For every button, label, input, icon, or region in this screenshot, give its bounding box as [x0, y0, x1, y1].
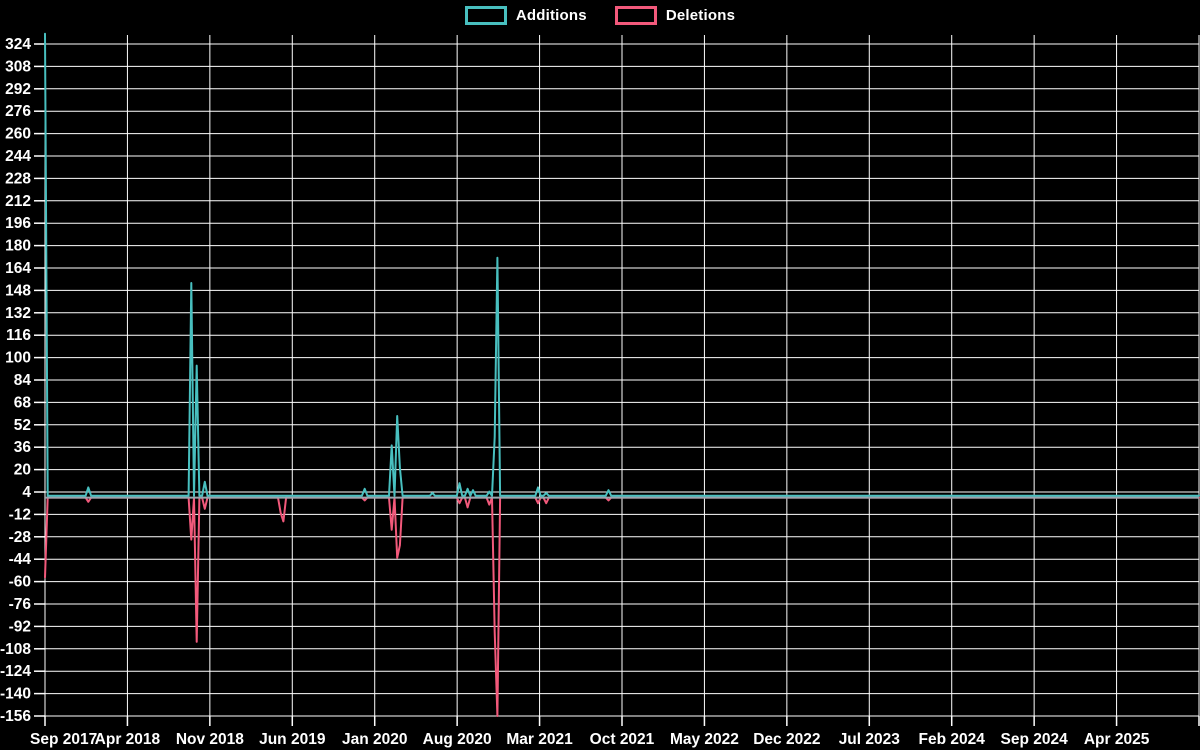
svg-text:-60: -60: [9, 574, 31, 591]
svg-text:-92: -92: [9, 618, 31, 635]
legend-item-additions[interactable]: Additions: [464, 6, 587, 25]
svg-text:Sep 2024: Sep 2024: [1001, 731, 1069, 748]
svg-text:148: 148: [5, 282, 31, 299]
additions-swatch-icon: [464, 6, 507, 25]
svg-text:84: 84: [14, 372, 32, 389]
svg-text:Feb 2024: Feb 2024: [919, 731, 986, 748]
legend-item-deletions[interactable]: Deletions: [614, 6, 736, 25]
svg-text:Dec 2022: Dec 2022: [753, 731, 820, 748]
chart-legend: Additions Deletions: [0, 6, 1200, 25]
svg-text:Oct 2021: Oct 2021: [590, 731, 655, 748]
svg-text:308: 308: [5, 58, 31, 75]
legend-label-additions: Additions: [515, 7, 587, 24]
svg-text:-76: -76: [9, 596, 32, 613]
svg-text:-124: -124: [0, 663, 31, 680]
svg-text:132: 132: [5, 305, 31, 322]
svg-text:292: 292: [5, 81, 31, 98]
svg-text:Jan 2020: Jan 2020: [342, 731, 408, 748]
svg-text:Jun 2019: Jun 2019: [259, 731, 326, 748]
svg-text:180: 180: [5, 238, 31, 255]
svg-text:May 2022: May 2022: [670, 731, 739, 748]
svg-text:20: 20: [14, 462, 31, 479]
additions-line[interactable]: [44, 32, 1200, 497]
svg-text:196: 196: [5, 215, 31, 232]
svg-text:212: 212: [5, 193, 31, 210]
svg-text:36: 36: [14, 439, 32, 456]
svg-text:52: 52: [14, 417, 31, 434]
svg-text:68: 68: [14, 394, 32, 411]
svg-text:Apr 2018: Apr 2018: [95, 731, 161, 748]
svg-text:228: 228: [5, 170, 31, 187]
svg-text:164: 164: [5, 260, 31, 277]
svg-text:-140: -140: [0, 686, 31, 703]
svg-text:-44: -44: [9, 551, 32, 568]
svg-text:-28: -28: [9, 529, 32, 546]
svg-text:Jul 2023: Jul 2023: [839, 731, 901, 748]
svg-text:276: 276: [5, 103, 31, 120]
y-gridlines: 324 308 292 276 260 244 228 212 196 180 164 148 132 1…: [0, 36, 1199, 725]
svg-text:Mar 2021: Mar 2021: [506, 731, 573, 748]
svg-text:244: 244: [5, 148, 31, 165]
svg-text:260: 260: [5, 126, 31, 143]
legend-label-deletions: Deletions: [665, 7, 736, 24]
svg-text:Apr 2025: Apr 2025: [1084, 731, 1150, 748]
svg-text:Sep 2017: Sep 2017: [30, 731, 97, 748]
svg-text:116: 116: [6, 327, 31, 344]
svg-text:Nov 2018: Nov 2018: [176, 731, 244, 748]
svg-text:Aug 2020: Aug 2020: [423, 731, 492, 748]
svg-text:-156: -156: [0, 708, 31, 725]
svg-text:-12: -12: [9, 506, 31, 523]
svg-text:100: 100: [5, 350, 31, 367]
svg-text:-108: -108: [0, 641, 31, 658]
deletions-swatch-icon: [614, 6, 657, 25]
svg-text:324: 324: [5, 36, 31, 53]
svg-text:4: 4: [22, 484, 31, 501]
